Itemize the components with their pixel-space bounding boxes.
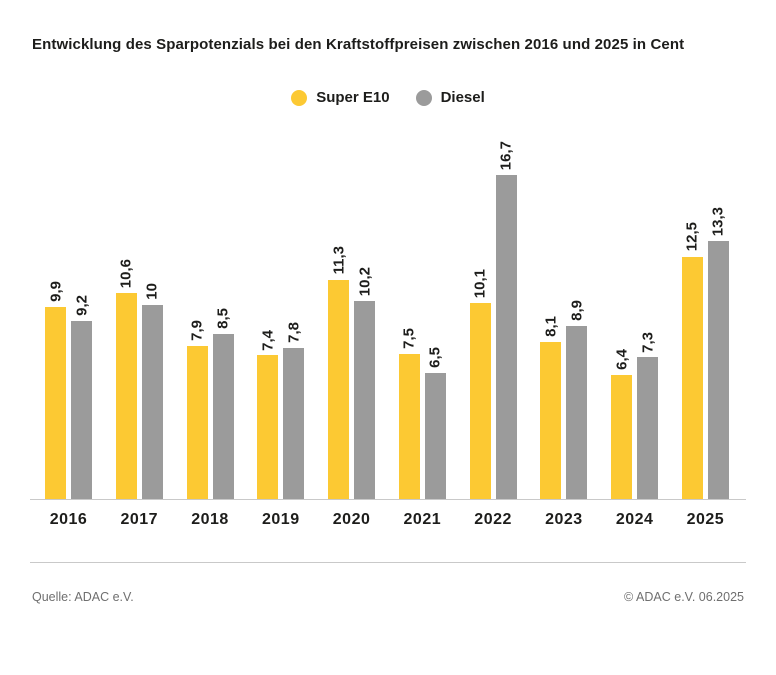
bar-diesel-2024 <box>637 357 659 499</box>
bar-group-2024: 6,4 7,3 2024 <box>611 140 659 528</box>
value-label-diesel-2023: 8,9 <box>568 300 586 322</box>
bar-diesel-2017 <box>141 305 163 499</box>
year-label-2020: 2020 <box>332 511 371 528</box>
bar-chart-plot-area: 9,9 9,2 2016 10,6 10 2017 7,9 8,5 2018 7,4 7,8 2019… <box>30 140 746 528</box>
bar-group-2022: 10,1 16,7 2022 <box>469 140 517 528</box>
bar-column-diesel-2023: 8,9 <box>566 140 588 499</box>
year-label-2025: 2025 <box>686 511 725 528</box>
bar-group-2021: 7,5 6,5 2021 <box>398 140 446 528</box>
bar-column-diesel-2019: 7,8 <box>283 140 305 499</box>
year-label-2023: 2023 <box>545 511 583 528</box>
value-label-super-e10-2023: 8,1 <box>542 316 560 337</box>
bar-diesel-2019 <box>283 347 305 499</box>
bar-column-super-e10-2023: 8,1 <box>540 140 562 499</box>
bar-column-super-e10-2017: 10,6 <box>115 140 137 499</box>
value-label-super-e10-2021: 7,5 <box>400 327 418 349</box>
bar-diesel-2018 <box>212 334 234 499</box>
value-label-diesel-2017: 10 <box>143 283 161 300</box>
source-note: Quelle: ADAC e.V. <box>32 590 134 604</box>
year-label-2017: 2017 <box>120 511 159 528</box>
bar-column-diesel-2022: 16,7 <box>495 140 517 499</box>
value-label-diesel-2018: 8,5 <box>214 308 232 330</box>
bar-super-e10-2017 <box>115 293 137 499</box>
bar-group-2016: 9,9 9,2 2016 <box>45 140 92 528</box>
year-label-2019: 2019 <box>262 511 300 528</box>
value-label-super-e10-2017: 10,6 <box>117 259 135 289</box>
diesel-swatch-icon <box>415 89 432 106</box>
bar-column-diesel-2017: 10 <box>141 140 163 499</box>
bar-super-e10-2023 <box>540 341 562 499</box>
value-label-super-e10-2024: 6,4 <box>613 348 631 370</box>
year-label-2021: 2021 <box>403 511 442 528</box>
value-label-super-e10-2019: 7,4 <box>259 329 277 351</box>
bar-group-2025: 12,5 13,3 2025 <box>681 140 729 528</box>
bar-column-diesel-2020: 10,2 <box>354 140 376 499</box>
bar-super-e10-2020 <box>328 279 350 499</box>
bar-column-diesel-2024: 7,3 <box>637 140 659 499</box>
chart-title: Entwicklung des Sparpotenzials bei den K… <box>32 36 685 53</box>
bar-column-diesel-2018: 8,5 <box>212 140 234 499</box>
value-label-diesel-2025: 13,3 <box>709 206 727 236</box>
value-label-super-e10-2020: 11,3 <box>330 246 348 275</box>
footer: Quelle: ADAC e.V. © ADAC e.V. 06.2025 <box>32 590 744 604</box>
bar-diesel-2025 <box>707 240 729 499</box>
bar-super-e10-2024 <box>611 374 633 499</box>
year-label-2016: 2016 <box>49 511 88 528</box>
bar-column-diesel-2025: 13,3 <box>707 140 729 499</box>
footer-divider <box>30 562 746 563</box>
value-label-diesel-2016: 9,2 <box>73 294 90 316</box>
copyright-note: © ADAC e.V. 06.2025 <box>624 590 744 604</box>
bar-column-super-e10-2016: 9,9 <box>45 140 66 499</box>
bar-super-e10-2025 <box>681 256 703 499</box>
bar-column-super-e10-2018: 7,9 <box>186 140 208 499</box>
super-e10-swatch-icon <box>291 89 308 106</box>
bar-diesel-2023 <box>566 326 588 499</box>
year-label-2022: 2022 <box>474 511 512 528</box>
value-label-diesel-2024: 7,3 <box>639 331 657 353</box>
bar-group-2023: 8,1 8,9 2023 <box>540 140 588 528</box>
year-label-2024: 2024 <box>615 511 654 528</box>
legend: Super E10 Diesel <box>0 89 776 106</box>
legend-label-diesel: Diesel <box>440 89 485 106</box>
value-label-diesel-2021: 6,5 <box>426 347 444 368</box>
bar-diesel-2022 <box>495 175 517 499</box>
bar-column-super-e10-2024: 6,4 <box>611 140 633 499</box>
value-label-super-e10-2022: 10,1 <box>471 268 489 299</box>
value-label-super-e10-2018: 7,9 <box>188 319 206 341</box>
bar-column-diesel-2021: 6,5 <box>424 140 446 499</box>
value-label-diesel-2019: 7,8 <box>285 321 303 343</box>
value-label-diesel-2022: 16,7 <box>497 140 515 171</box>
legend-item-diesel: Diesel <box>415 89 485 106</box>
bar-column-super-e10-2020: 11,3 <box>328 140 350 499</box>
bar-group-2019: 7,4 7,8 2019 <box>257 140 305 528</box>
bar-column-super-e10-2021: 7,5 <box>398 140 420 499</box>
bar-super-e10-2019 <box>257 355 279 499</box>
bar-diesel-2016 <box>71 320 92 499</box>
bar-super-e10-2021 <box>398 353 420 499</box>
bar-super-e10-2016 <box>45 306 66 499</box>
bar-column-diesel-2016: 9,2 <box>71 140 92 499</box>
bar-column-super-e10-2019: 7,4 <box>257 140 279 499</box>
value-label-super-e10-2016: 9,9 <box>47 281 64 302</box>
value-label-super-e10-2025: 12,5 <box>683 222 701 252</box>
bar-group-2017: 10,6 10 2017 <box>115 140 163 528</box>
bar-column-super-e10-2022: 10,1 <box>469 140 491 499</box>
bar-diesel-2021 <box>424 372 446 499</box>
bar-group-2020: 11,3 10,2 2020 <box>328 140 376 528</box>
bar-group-2018: 7,9 8,5 2018 <box>186 140 234 528</box>
bar-diesel-2020 <box>354 301 376 499</box>
bar-column-super-e10-2025: 12,5 <box>681 140 703 499</box>
year-label-2018: 2018 <box>191 511 229 528</box>
bar-super-e10-2022 <box>469 303 491 499</box>
legend-item-super-e10: Super E10 <box>291 89 390 106</box>
bar-super-e10-2018 <box>186 345 208 499</box>
value-label-diesel-2020: 10,2 <box>356 266 374 297</box>
legend-label-super-e10: Super E10 <box>316 89 390 106</box>
